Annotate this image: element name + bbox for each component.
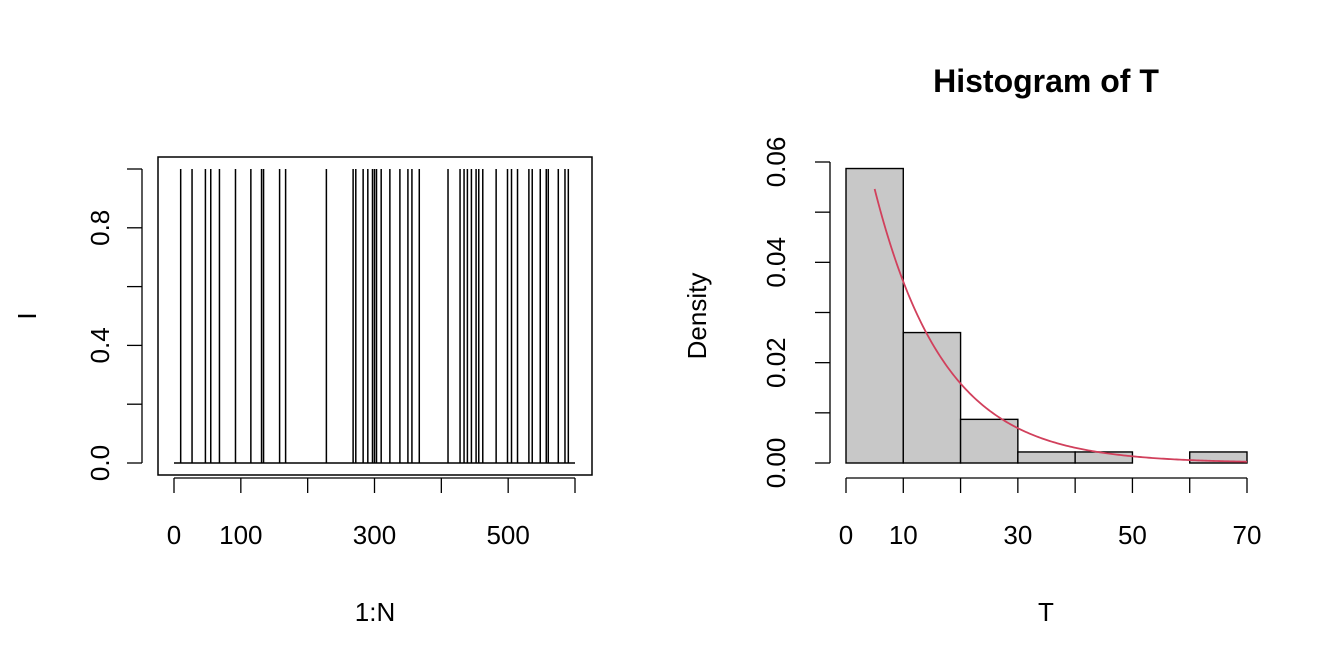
left-x-axis: 0 100 300 500 <box>167 477 576 550</box>
right-x-axis: 0 10 30 50 70 <box>839 477 1262 550</box>
y-tick-label: 0.04 <box>761 237 791 288</box>
y-tick-label: 0.8 <box>85 210 115 246</box>
right-y-axis: 0.00 0.02 0.04 0.06 <box>761 137 831 489</box>
histogram-bar <box>1017 451 1076 464</box>
histogram-bar <box>902 331 962 464</box>
left-chart-panel: 0 100 300 500 0.0 0.4 0.8 1:N I <box>12 156 593 627</box>
left-y-axis: 0.0 0.4 0.8 <box>85 168 143 481</box>
x-tick-label: 30 <box>1003 520 1032 550</box>
x-tick-label: 70 <box>1233 520 1262 550</box>
right-chart-panel: Histogram of T 0 10 30 50 70 0.000.020.040.0… <box>682 63 1261 627</box>
histogram-bar <box>845 167 904 464</box>
y-tick-label: 0.06 <box>761 137 791 188</box>
left-spike-series <box>174 169 575 464</box>
left-plot-frame <box>157 156 593 476</box>
y-tick-label: 0.4 <box>85 327 115 363</box>
x-tick-label: 300 <box>353 520 396 550</box>
y-tick-label: 0.02 <box>761 337 791 388</box>
x-tick-label: 50 <box>1118 520 1147 550</box>
histogram-bar <box>1189 451 1248 464</box>
x-tick-label: 10 <box>889 520 918 550</box>
x-tick-label: 100 <box>219 520 262 550</box>
x-tick-label: 500 <box>486 520 529 550</box>
y-tick-label: 0.00 <box>761 438 791 489</box>
histogram-title: Histogram of T <box>933 63 1159 99</box>
histogram-bar <box>959 418 1019 464</box>
x-tick-label: 0 <box>167 520 181 550</box>
exponential-density-curve <box>873 188 1248 463</box>
x-tick-label: 0 <box>839 520 853 550</box>
right-y-axis-label: Density <box>682 273 712 360</box>
histogram-bars <box>845 167 1248 464</box>
right-x-axis-label: T <box>1038 597 1054 627</box>
histogram-bar <box>1074 451 1134 464</box>
left-y-axis-label: I <box>12 312 42 319</box>
y-tick-label: 0.0 <box>85 445 115 481</box>
left-x-axis-label: 1:N <box>355 597 395 627</box>
